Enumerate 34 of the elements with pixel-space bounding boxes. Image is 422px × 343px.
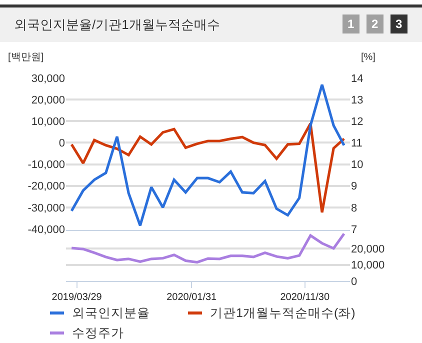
chart-title: 외국인지분율/기관1개월누적순매수 — [14, 17, 220, 32]
legend-label: 외국인지분율 — [72, 306, 150, 320]
y-tick-label: 10,000 — [351, 260, 385, 272]
y2-tick-label: 13 — [351, 94, 364, 106]
y-tick-label: -40,000 — [28, 224, 65, 236]
y2-tick-label: 9 — [351, 180, 358, 193]
y-tick-label: 0 — [351, 276, 358, 288]
y2-tick-label: 11 — [351, 138, 362, 150]
y2-axis-title: [%] — [361, 52, 376, 63]
legend-label: 기관1개월누적순매수(좌) — [210, 306, 356, 320]
x-tick-label: 2020/11/30 — [280, 292, 330, 303]
line-series — [70, 232, 346, 264]
line-series — [70, 122, 346, 214]
y2-tick-label: 10 — [351, 159, 364, 172]
y-tick-label: -10,000 — [28, 159, 65, 172]
legend-label: 수정주가 — [72, 326, 124, 340]
y-tick-label: -30,000 — [28, 202, 65, 214]
y2-tick-label: 14 — [351, 72, 364, 85]
y-tick-label: 30,000 — [31, 72, 65, 85]
text: 1 — [348, 17, 354, 31]
y-tick-label: 0 — [58, 138, 65, 150]
y-tick-label: 10,000 — [31, 116, 65, 128]
text: 3 — [396, 17, 402, 31]
x-tick-label: 2019/03/29 — [52, 292, 102, 303]
line-series — [70, 83, 346, 227]
y2-tick-label: 7 — [351, 224, 358, 236]
x-tick-label: 2020/01/31 — [166, 292, 218, 303]
y-axis-title: [백만원] — [8, 52, 44, 63]
y2-tick-label: 12 — [351, 116, 364, 128]
text: 2 — [372, 17, 378, 31]
y-tick-label: -20,000 — [28, 180, 65, 193]
y2-tick-label: 8 — [351, 202, 358, 214]
y-tick-label: 20,000 — [31, 94, 65, 106]
y-tick-label: 20,000 — [351, 244, 385, 256]
